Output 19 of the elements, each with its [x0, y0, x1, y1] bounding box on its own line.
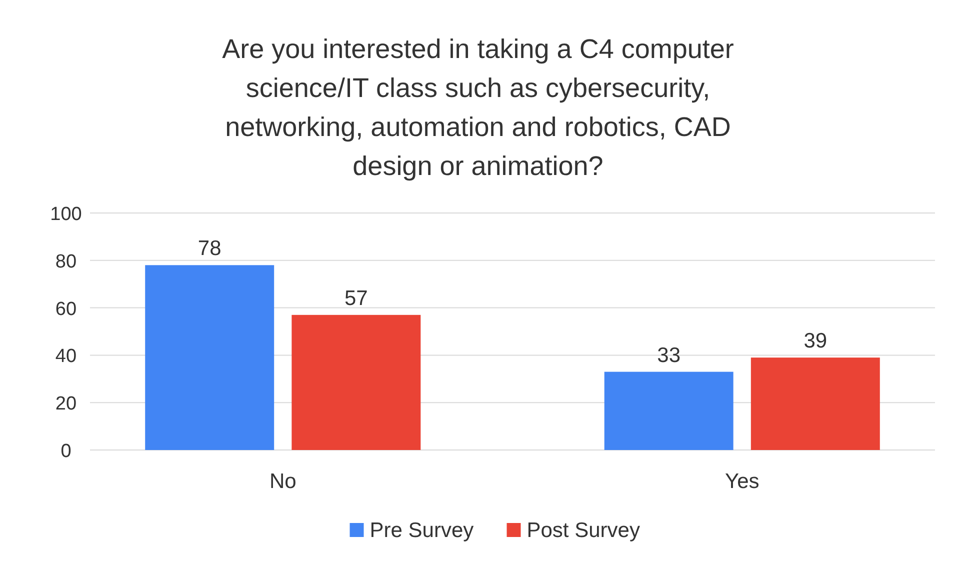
data-label: 39 — [804, 330, 828, 353]
chart-title: Are you interested in taking a C4 computer science/IT class such as cybersecurity, networking, automation and robotics, CAD design or animation? — [222, 34, 734, 181]
bar — [145, 265, 274, 450]
legend-label: Pre Survey — [370, 519, 474, 542]
x-tick-label: No — [269, 470, 296, 493]
y-tick-label: 40 — [55, 346, 77, 368]
bar — [750, 358, 880, 450]
bar — [604, 372, 734, 450]
y-tick-label: 0 — [60, 441, 72, 462]
data-label: 33 — [657, 344, 681, 367]
y-tick-label: 80 — [55, 251, 77, 272]
y-tick-label: 60 — [55, 298, 77, 320]
legend-label: Post Survey — [526, 519, 640, 542]
bar — [292, 314, 421, 450]
y-tick-label: 20 — [55, 394, 77, 415]
data-label: 57 — [344, 286, 368, 310]
y-tick-label: 100 — [50, 204, 82, 225]
x-tick-label: Yes — [724, 470, 760, 493]
data-label: 78 — [198, 237, 222, 260]
